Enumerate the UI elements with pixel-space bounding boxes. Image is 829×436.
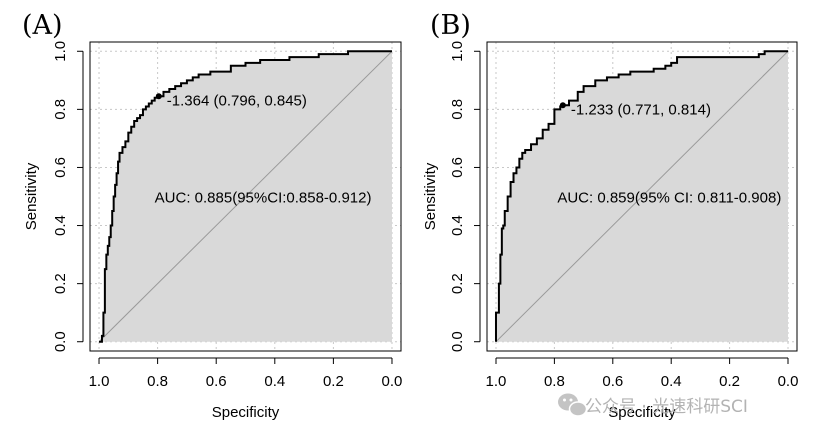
x-axis-title: Specificity: [608, 404, 676, 421]
x-axis: 1.0 0.8 0.6 0.4 0.2 0.0 Specificity: [89, 357, 403, 421]
x-tick-label: 0.0: [778, 373, 799, 390]
y-tick-label: 0.8: [449, 99, 466, 120]
x-tick-label: 0.6: [602, 373, 623, 390]
panel-a: (A) -1.364 (0.796, 0.845) AUC: 0.885(95%CI…: [22, 10, 402, 421]
y-tick-label: 0.2: [52, 273, 69, 294]
plot-frame: [89, 41, 402, 352]
x-tick-label: 1.0: [89, 373, 110, 390]
x-tick-label: 0.8: [147, 373, 168, 390]
y-tick-label: 0.6: [449, 157, 466, 178]
x-tick-label: 0.4: [264, 373, 285, 390]
y-axis-title: Sensitivity: [23, 162, 40, 230]
y-tick-label: 0.4: [449, 215, 466, 236]
x-tick-label: 0.6: [206, 373, 227, 390]
reference-diagonal: [495, 50, 789, 343]
threshold-label: -1.364 (0.796, 0.845): [167, 92, 307, 109]
y-axis: 0.0 0.2 0.4 0.6 0.8 1.0 Sensitivity: [23, 41, 84, 352]
reference-diagonal: [98, 50, 393, 343]
y-tick-label: 0.6: [52, 157, 69, 178]
y-axis: 0.0 0.2 0.4 0.6 0.8 1.0 Sensitivity: [422, 41, 481, 352]
roc-curve: [494, 50, 789, 342]
x-axis-title: Specificity: [212, 404, 280, 421]
panel-label: (B): [430, 10, 471, 41]
roc-curve: [99, 50, 392, 343]
y-tick-label: 0.0: [52, 331, 69, 352]
x-tick-label: 0.2: [323, 373, 344, 390]
threshold-point: [155, 93, 162, 100]
threshold-point: [559, 102, 566, 109]
x-tick-label: 0.8: [544, 373, 565, 390]
auc-label: AUC: 0.859(95% CI: 0.811-0.908): [557, 189, 781, 206]
y-tick-label: 0.4: [52, 215, 69, 236]
y-tick-label: 0.2: [449, 273, 466, 294]
x-tick-label: 0.0: [382, 373, 403, 390]
watermark-text: 公众号 · 光速科研SCI: [585, 397, 748, 417]
y-tick-label: 0.8: [52, 99, 69, 120]
y-tick-label: 0.0: [449, 331, 466, 352]
x-tick-label: 0.4: [661, 373, 682, 390]
y-axis-title: Sensitivity: [422, 162, 439, 230]
panel-b: (B) -1.233 (0.771, 0.814) AUC: 0.859(95% C…: [422, 10, 798, 421]
panel-label: (A): [22, 10, 63, 41]
auc-label: AUC: 0.885(95%CI:0.858-0.912): [155, 189, 372, 206]
x-axis: 1.0 0.8 0.6 0.4 0.2 0.0 Specificity: [486, 357, 799, 421]
threshold-label: -1.233 (0.771, 0.814): [571, 101, 711, 118]
plot-frame: [486, 41, 798, 352]
wechat-icon: [558, 393, 588, 417]
watermark: 公众号 · 光速科研SCI: [558, 393, 748, 417]
x-tick-label: 1.0: [486, 373, 507, 390]
x-tick-label: 0.2: [719, 373, 740, 390]
y-tick-label: 1.0: [449, 41, 466, 62]
y-tick-label: 1.0: [52, 41, 69, 62]
